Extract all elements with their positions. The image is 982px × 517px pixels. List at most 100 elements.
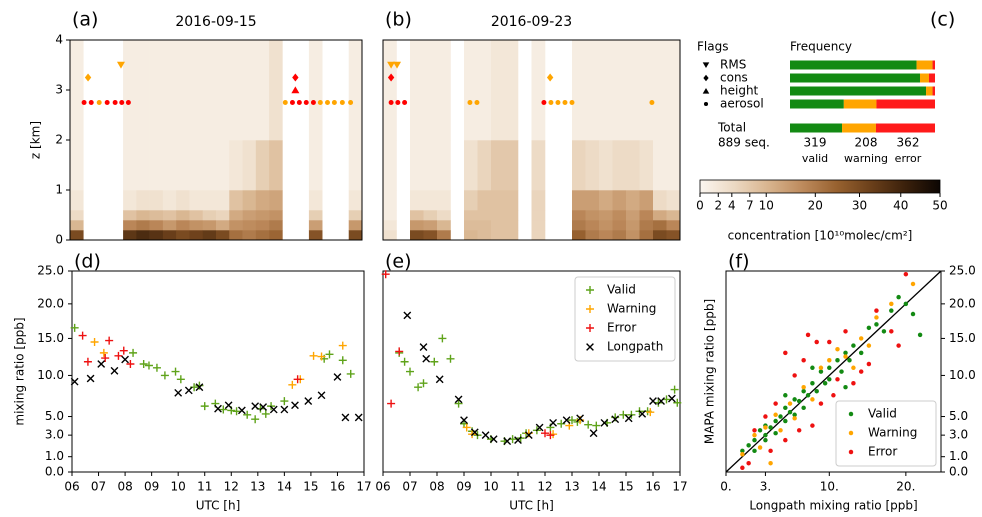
data-point <box>562 416 571 425</box>
heat-cell <box>136 220 150 231</box>
data-point <box>752 437 757 443</box>
x-tick-label: 12 <box>224 480 239 494</box>
heat-cell <box>410 40 424 141</box>
heat-cell <box>123 140 137 191</box>
heat-cell <box>504 230 519 241</box>
heat-cell <box>123 230 137 241</box>
heat-cell <box>162 40 177 141</box>
y-tick-label: 25.0 <box>949 264 976 278</box>
data-point <box>783 350 788 356</box>
heat-cell <box>599 220 613 231</box>
heat-cell <box>136 40 150 141</box>
total-value: 362 <box>897 136 920 150</box>
heat-cell <box>308 40 323 141</box>
heat-cell <box>666 210 681 221</box>
x-tick-label: 20. <box>896 480 915 494</box>
data-point <box>757 428 763 433</box>
flag-marker <box>289 100 295 105</box>
heat-cell <box>639 40 654 141</box>
heat-cell <box>269 140 283 191</box>
x-tick-label: 06 <box>64 480 79 494</box>
data-point <box>419 343 428 351</box>
colorbar-tick-label: 0 <box>696 199 704 213</box>
data-point <box>430 357 439 366</box>
data-point <box>568 416 576 425</box>
heat-cell <box>653 140 667 191</box>
legend-label: Valid <box>868 407 897 421</box>
flag-name: height <box>720 84 759 98</box>
y-tick-label: 1.0 <box>45 449 64 463</box>
data-point <box>740 448 745 454</box>
heat-cell <box>464 140 478 191</box>
heat-cell <box>216 210 230 221</box>
frequency-bar <box>790 123 843 133</box>
heat-cell <box>423 140 438 191</box>
data-point <box>801 358 806 363</box>
heat-cell <box>612 210 627 221</box>
y-tick-label: 3.0 <box>45 428 64 442</box>
frequency-bar <box>790 73 920 83</box>
data-point <box>866 325 872 331</box>
heat-cell <box>189 210 204 221</box>
heat-cell <box>612 40 627 141</box>
data-point <box>121 355 129 364</box>
data-point <box>387 399 396 408</box>
data-point <box>524 431 533 440</box>
heat-cell <box>189 140 204 191</box>
data-point <box>184 386 193 395</box>
heat-cell <box>202 230 217 241</box>
heat-cell <box>504 190 519 211</box>
colorbar-tick-label: 10 <box>759 199 774 213</box>
data-point <box>851 381 856 386</box>
colorbar-tick-label: 2 <box>714 199 722 213</box>
legend-marker <box>586 324 594 332</box>
data-point <box>768 425 773 430</box>
data-point <box>195 383 204 392</box>
heat-cell <box>308 140 323 191</box>
heat-cell <box>491 140 505 191</box>
heat-cell <box>585 210 600 221</box>
x-tick-label: 14 <box>277 480 292 494</box>
data-point <box>600 418 609 427</box>
heat-cell <box>136 230 150 241</box>
flag-marker <box>104 100 110 105</box>
data-point <box>338 341 347 350</box>
panel-label: (d) <box>74 251 101 273</box>
data-point <box>646 408 655 417</box>
heat-cell <box>585 220 600 231</box>
heat-cell <box>216 230 230 241</box>
total-value: 208 <box>855 136 878 150</box>
heat-cell <box>504 140 519 191</box>
data-point <box>740 465 745 471</box>
y-tick-label: 1.0 <box>949 449 968 463</box>
x-tick-label: 15 <box>303 480 318 494</box>
data-point <box>99 348 108 357</box>
heat-cell <box>585 230 600 241</box>
data-point <box>338 356 347 365</box>
legend-label: Longpath <box>607 340 663 354</box>
data-point <box>827 365 832 371</box>
data-point <box>773 401 778 406</box>
heat-cell <box>639 230 654 241</box>
data-point <box>903 271 909 277</box>
data-point <box>341 413 350 422</box>
frequency-bar <box>876 99 935 109</box>
axes-frame <box>725 270 942 473</box>
flag-marker <box>112 100 118 105</box>
data-point <box>778 414 783 419</box>
x-tick-label: 13 <box>564 480 579 494</box>
heat-cell <box>639 140 654 191</box>
flag-name: aerosol <box>720 97 764 111</box>
data-point <box>101 354 110 363</box>
data-point <box>224 401 233 410</box>
data-point <box>592 421 601 430</box>
x-tick-label: 12 <box>537 480 552 494</box>
data-point <box>818 401 824 406</box>
data-point <box>174 388 183 397</box>
axes-frame <box>71 270 365 473</box>
heat-cell <box>410 140 424 191</box>
heat-cell <box>189 230 204 241</box>
y-tick-label: 2 <box>55 133 63 147</box>
heat-cell <box>531 230 546 241</box>
